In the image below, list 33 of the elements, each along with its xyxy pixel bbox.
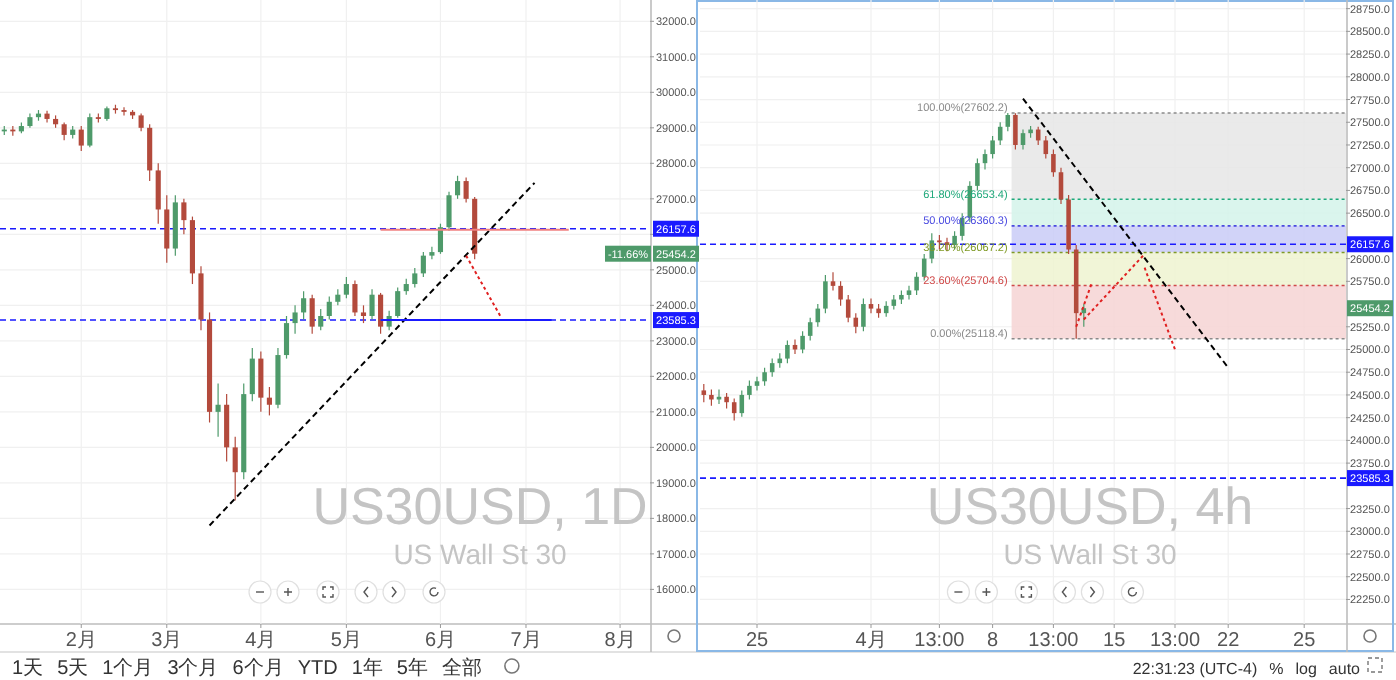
x-tick-label: 5月 <box>330 630 362 652</box>
text: YTD <box>297 658 338 680</box>
text: 1年 <box>351 656 383 680</box>
annotation: US30USD, 1D <box>312 476 648 536</box>
x-tick-label: 6月 <box>424 630 457 652</box>
text: 6个月 <box>232 656 284 680</box>
x-tick-label: 4月 <box>855 630 887 652</box>
annotation: US30USD, 4h <box>926 476 1254 536</box>
text: 5年 <box>396 656 428 680</box>
x-tick-label: 7月 <box>510 630 542 652</box>
x-tick-label: 25 <box>745 630 769 652</box>
text: log <box>1295 660 1317 678</box>
x-tick-label: 8 <box>987 630 1000 652</box>
x-tick-label: 13:00 <box>914 630 966 652</box>
text: 1天 <box>12 658 44 680</box>
x-tick-label: 15 <box>1103 630 1127 652</box>
text: 5天 <box>57 658 89 680</box>
annotation: US Wall St 30 <box>1003 538 1178 570</box>
text: auto <box>1328 660 1362 678</box>
x-tick-label: 2月 <box>65 630 97 652</box>
x-tick-label: 3月 <box>151 630 183 652</box>
annotation: US Wall St 30 <box>393 538 568 570</box>
text: % <box>1269 660 1284 678</box>
text: 22:31:23 (UTC-4) <box>1132 660 1258 678</box>
x-tick-label: 22 <box>1217 630 1241 652</box>
x-tick-label: 25 <box>1293 630 1317 652</box>
x-tick-label: 13:00 <box>1149 630 1201 652</box>
text: 3个月 <box>167 656 219 680</box>
x-tick-label: 8月 <box>604 630 636 652</box>
text: 1个月 <box>102 656 154 680</box>
text: 全部 <box>441 656 482 680</box>
x-tick-label: 13:00 <box>1028 630 1080 652</box>
x-tick-label: 4月 <box>245 630 277 652</box>
